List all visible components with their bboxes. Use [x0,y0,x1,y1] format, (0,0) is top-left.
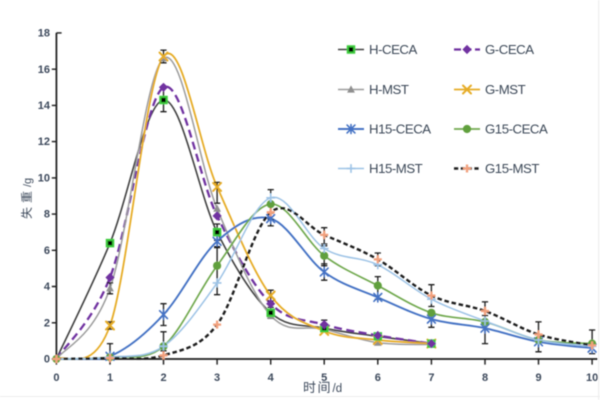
svg-text:G15-CECA: G15-CECA [485,122,548,137]
svg-text:2: 2 [44,317,50,329]
svg-text:H15-MST: H15-MST [369,161,423,176]
svg-text:H-MST: H-MST [369,82,409,97]
svg-text:10: 10 [586,372,598,384]
svg-text:6: 6 [44,245,50,257]
svg-text:12: 12 [38,136,50,148]
svg-text:8: 8 [482,372,488,384]
svg-text:16: 16 [38,64,50,76]
svg-text:7: 7 [428,372,434,384]
svg-text:2: 2 [160,372,166,384]
svg-text:H-CECA: H-CECA [369,42,418,57]
svg-text:5: 5 [321,372,327,384]
svg-text:4: 4 [44,281,51,293]
svg-text:8: 8 [44,209,50,221]
svg-text:14: 14 [38,100,51,112]
svg-text:3: 3 [214,372,220,384]
svg-text:H15-CECA: H15-CECA [369,122,431,137]
svg-text:18: 18 [38,28,50,40]
svg-text:4: 4 [268,372,275,384]
svg-text:1: 1 [107,372,113,384]
svg-text:G15-MST: G15-MST [485,161,539,176]
svg-text:G-MST: G-MST [485,82,526,97]
svg-text:0: 0 [53,372,59,384]
svg-text:/d: /d [333,383,343,395]
svg-text:10: 10 [38,173,50,185]
svg-text:0: 0 [44,354,50,366]
svg-text:9: 9 [535,372,541,384]
svg-text:G-CECA: G-CECA [485,42,534,57]
svg-text:6: 6 [375,372,381,384]
svg-text:/g: /g [22,178,34,187]
